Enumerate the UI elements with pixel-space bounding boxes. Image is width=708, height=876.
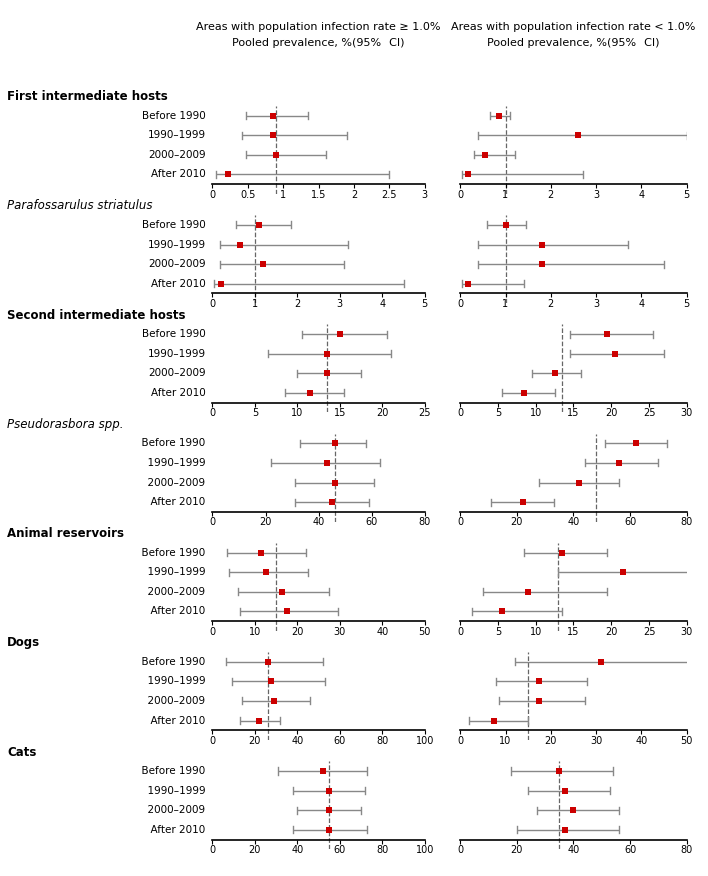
Text: After 2010: After 2010	[151, 169, 205, 180]
Text: After 2010: After 2010	[144, 824, 205, 835]
Text: First intermediate hosts: First intermediate hosts	[7, 90, 168, 103]
Text: Pseudorasbora spp.: Pseudorasbora spp.	[7, 418, 124, 431]
Text: 2000–2009: 2000–2009	[142, 587, 205, 597]
Text: Parafossarulus striatulus: Parafossarulus striatulus	[7, 200, 153, 213]
Text: After 2010: After 2010	[144, 497, 205, 507]
Text: After 2010: After 2010	[151, 388, 205, 398]
Text: Pooled prevalence, %(95%   CI): Pooled prevalence, %(95% CI)	[487, 38, 660, 47]
Text: After 2010: After 2010	[144, 716, 205, 725]
Text: Areas with population infection rate < 1.0%: Areas with population infection rate < 1…	[451, 22, 696, 32]
Text: Before 1990: Before 1990	[135, 438, 205, 449]
Text: 2000–2009: 2000–2009	[142, 477, 205, 488]
Text: 1990–1999: 1990–1999	[141, 458, 205, 468]
Text: 1990–1999: 1990–1999	[147, 131, 205, 140]
Text: 2000–2009: 2000–2009	[142, 696, 205, 706]
Text: Second intermediate hosts: Second intermediate hosts	[7, 308, 185, 321]
Text: 2000–2009: 2000–2009	[142, 805, 205, 816]
Text: 2000–2009: 2000–2009	[148, 259, 205, 269]
Text: 1990–1999: 1990–1999	[141, 567, 205, 577]
Text: Before 1990: Before 1990	[142, 110, 205, 121]
Text: Areas with population infection rate ≥ 1.0%: Areas with population infection rate ≥ 1…	[196, 22, 441, 32]
Text: 2000–2009: 2000–2009	[148, 150, 205, 160]
Text: Cats: Cats	[7, 745, 36, 759]
Text: Before 1990: Before 1990	[135, 548, 205, 558]
Text: 2000–2009: 2000–2009	[148, 368, 205, 378]
Text: Dogs: Dogs	[7, 636, 40, 649]
Text: Before 1990: Before 1990	[135, 766, 205, 776]
Text: After 2010: After 2010	[144, 606, 205, 617]
Text: Before 1990: Before 1990	[135, 657, 205, 667]
Text: 1990–1999: 1990–1999	[147, 239, 205, 250]
Text: Before 1990: Before 1990	[142, 220, 205, 230]
Text: After 2010: After 2010	[151, 279, 205, 289]
Text: Pooled prevalence, %(95%   CI): Pooled prevalence, %(95% CI)	[232, 38, 405, 47]
Text: 1990–1999: 1990–1999	[147, 349, 205, 359]
Text: 1990–1999: 1990–1999	[141, 676, 205, 687]
Text: Animal reservoirs: Animal reservoirs	[7, 527, 124, 540]
Text: 1990–1999: 1990–1999	[141, 786, 205, 795]
Text: Before 1990: Before 1990	[142, 329, 205, 339]
